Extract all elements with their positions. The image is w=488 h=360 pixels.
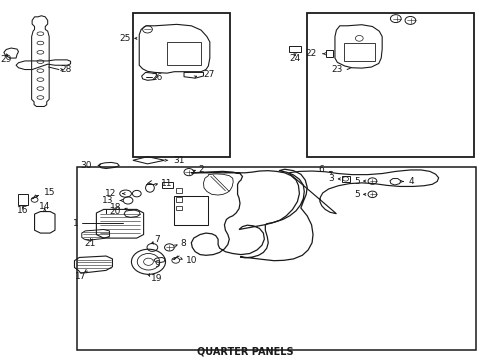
- Text: 26: 26: [151, 73, 163, 82]
- Text: 7: 7: [154, 235, 159, 244]
- Bar: [342, 176, 349, 182]
- Bar: [175, 197, 181, 202]
- Text: 29: 29: [0, 55, 12, 64]
- Text: 14: 14: [39, 202, 50, 211]
- Text: QUARTER PANELS: QUARTER PANELS: [196, 346, 293, 356]
- Text: 4: 4: [408, 177, 414, 186]
- Text: 21: 21: [85, 239, 96, 248]
- Bar: [325, 50, 332, 57]
- Text: 20: 20: [110, 207, 121, 216]
- Bar: [133, 13, 230, 157]
- Bar: [343, 43, 375, 60]
- Text: 27: 27: [203, 71, 214, 80]
- Text: 8: 8: [180, 239, 185, 248]
- Bar: [288, 46, 300, 52]
- Text: 24: 24: [289, 54, 300, 63]
- Text: 18: 18: [109, 203, 121, 212]
- Text: 9: 9: [154, 260, 160, 269]
- Text: 11: 11: [161, 179, 172, 188]
- Text: 16: 16: [17, 206, 29, 215]
- Text: 31: 31: [173, 156, 184, 165]
- Text: 15: 15: [44, 188, 56, 197]
- Text: 30: 30: [81, 161, 92, 170]
- Text: 3: 3: [328, 175, 334, 184]
- Text: 10: 10: [185, 256, 197, 265]
- Text: 25: 25: [119, 34, 130, 43]
- Bar: [175, 206, 181, 211]
- Bar: [306, 13, 473, 157]
- Bar: [162, 182, 172, 188]
- Bar: [174, 196, 208, 225]
- Text: 13: 13: [102, 196, 114, 205]
- Text: 22: 22: [305, 49, 316, 58]
- Bar: [175, 188, 181, 193]
- Text: 23: 23: [331, 65, 343, 74]
- Text: 5: 5: [353, 176, 359, 185]
- Bar: [166, 42, 201, 65]
- Text: 1: 1: [73, 219, 78, 228]
- Text: 12: 12: [105, 189, 116, 198]
- Text: 6: 6: [317, 165, 323, 174]
- Bar: [18, 194, 28, 205]
- Text: 17: 17: [75, 271, 86, 280]
- Text: 5: 5: [353, 190, 359, 199]
- Text: 2: 2: [198, 165, 204, 174]
- Text: 19: 19: [151, 274, 163, 283]
- Text: 28: 28: [61, 65, 72, 74]
- Bar: [77, 167, 475, 350]
